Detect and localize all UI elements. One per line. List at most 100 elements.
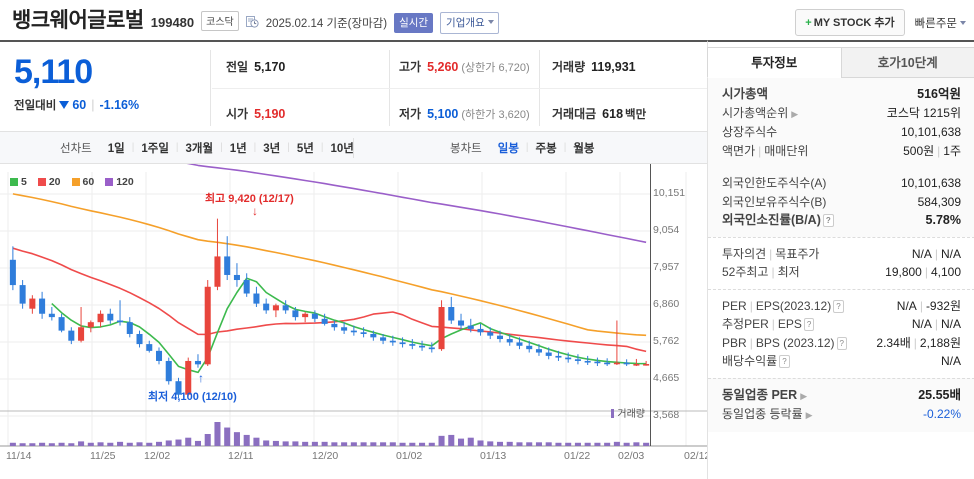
info-row-value: N/A | -932원 (897, 297, 961, 316)
price-change-label: 전일대비 (14, 100, 57, 112)
info-row-value: 코스닥 1215위 (887, 104, 961, 123)
help-icon[interactable]: ? (779, 355, 790, 368)
clock-icon (245, 15, 259, 33)
volume-label: 거래량 (611, 405, 645, 420)
tab-label: 호가10단계 (877, 56, 938, 70)
info-row-key-part: EPS (777, 317, 802, 331)
info-row-key: 투자의견 | 목표주가 (722, 245, 819, 264)
info-row-key-part: 동일업종 등락률 (722, 407, 803, 421)
stock-code: 199480 (150, 15, 195, 30)
candlestick-chart-canvas[interactable] (0, 132, 707, 479)
info-row-value: N/A | N/A (912, 245, 961, 264)
stat-volume: 거래량 119,931 (552, 60, 636, 74)
candle-chart-controls: 봉차트 일봉 | 주봉 | 월봉 (450, 132, 601, 163)
tab-order-book[interactable]: 호가10단계 (840, 47, 974, 78)
ma-color-swatch (105, 178, 114, 186)
company-overview-dropdown[interactable]: 기업개요 (440, 12, 499, 34)
info-row-key-part: 배당수익률 (722, 354, 778, 368)
info-row-key: 액면가 | 매매단위 (722, 142, 808, 161)
info-row: 추정PER | EPS? N/A | N/A (722, 315, 961, 334)
info-row[interactable]: 동일업종 등락률 ▶ -0.22% (722, 405, 961, 425)
info-row-key: 상장주식수 (722, 123, 777, 142)
help-icon[interactable]: ? (803, 318, 815, 331)
candle-period-option-2[interactable]: 월봉 (573, 142, 595, 155)
info-row-key: 외국인보유주식수(B) (722, 193, 826, 212)
divider: | (320, 142, 324, 153)
info-row: 투자의견 | 목표주가 N/A | N/A (722, 245, 961, 264)
quote-datetime: 2025.02.14 기준(장마감) (265, 18, 388, 30)
info-row-value: 25.55배 (918, 386, 961, 405)
divider: | (758, 143, 762, 158)
info-row: 외국인보유주식수(B) 584,309 (722, 193, 961, 212)
info-row[interactable]: 시가총액순위 ▶ 코스닥 1215위 (722, 104, 961, 124)
line-period-option-5[interactable]: 5년 (296, 142, 314, 155)
info-row-value: N/A | N/A (912, 315, 961, 334)
divider: | (220, 142, 223, 153)
y-axis-tick: 6,860 (653, 297, 680, 310)
info-row-value-part: N/A (940, 317, 961, 331)
info-row-value-part: 코스닥 1215위 (886, 105, 961, 120)
info-row-key-part: 매매단위 (764, 143, 809, 158)
chevron-down-icon (487, 20, 494, 24)
line-period-option-1[interactable]: 1주일 (141, 142, 169, 155)
plus-icon: + (805, 17, 812, 29)
x-axis-tick: 12/20 (312, 450, 339, 462)
info-row-value: 19,800 | 4,100 (885, 263, 961, 282)
info-row-value: N/A (941, 352, 961, 371)
volume-color-swatch (611, 409, 615, 418)
info-row-key-part: 추정PER (722, 317, 769, 331)
price-chart[interactable]: 5 20 60 120 10,151 9,054 7,957 6,860 5,762 4,665… (0, 132, 710, 479)
realtime-badge[interactable]: 실시간 (394, 13, 434, 33)
moving-average-legend: 5 20 60 120 (10, 176, 134, 188)
divider: | (934, 246, 938, 261)
info-row-key: 배당수익률? (722, 352, 790, 371)
candle-period-option-0[interactable]: 일봉 (497, 142, 519, 155)
add-mystock-label: MY STOCK 추가 (813, 17, 895, 29)
investment-info-panel: 투자정보 호가10단계 시가총액 516억원 시가총액순위 ▶ 코스닥 1215위 상장주식… (707, 40, 974, 479)
help-icon[interactable]: ? (822, 214, 834, 227)
info-row-key-part: 액면가 (722, 143, 756, 158)
info-row-value-part: N/A (940, 246, 961, 261)
x-axis-tick: 01/13 (480, 450, 507, 462)
info-row[interactable]: 동일업종 PER ▶ 25.55배 (722, 386, 961, 406)
current-price-block: 5,110 전일대비 60 | -1.16% (14, 52, 210, 113)
quick-order-label: 빠른주문 (914, 17, 957, 30)
line-period-option-6[interactable]: 10년 (330, 142, 354, 155)
info-row-value-part: N/A (896, 298, 917, 313)
line-period-option-0[interactable]: 1일 (107, 142, 125, 155)
arrow-down-icon: ↓ (252, 204, 258, 218)
help-icon[interactable]: ? (836, 336, 847, 350)
quick-order-dropdown[interactable]: 빠른주문 (915, 15, 966, 31)
divider: | (91, 98, 95, 112)
arrow-up-icon: ↑ (198, 371, 204, 385)
divider: | (749, 335, 753, 350)
info-row-value: 5.78% (926, 211, 961, 230)
ma-legend-item-120: 120 (105, 176, 134, 188)
line-period-option-2[interactable]: 3개월 (185, 142, 214, 155)
x-axis-tick: 12/02 (144, 450, 171, 462)
info-row-value: 10,101,638 (901, 123, 961, 142)
current-price: 5,110 (14, 53, 93, 91)
info-row: PBR | BPS (2023.12)? 2.34배 | 2,188원 (722, 334, 961, 353)
add-mystock-button[interactable]: + MY STOCK 추가 (795, 9, 905, 36)
info-row: 외국인한도주식수(A) 10,101,638 (722, 174, 961, 193)
tab-investment-info[interactable]: 투자정보 (707, 47, 842, 78)
info-row-key: 외국인소진률(B/A)? (722, 211, 834, 230)
y-axis-tick: 9,054 (653, 223, 680, 236)
divider: | (913, 335, 917, 350)
info-row-value-part: N/A (940, 354, 961, 368)
stat-trade-value: 거래대금 618 백만 (552, 107, 647, 121)
low-annotation: 최저 4,100 (12/10) (148, 391, 237, 403)
info-row-value-part: N/A (911, 246, 932, 261)
line-period-option-3[interactable]: 1년 (229, 142, 247, 155)
candle-period-option-1[interactable]: 주봉 (535, 142, 557, 155)
info-row-key-part: 동일업종 PER (722, 387, 798, 402)
divider (212, 88, 707, 89)
divider (353, 138, 354, 158)
line-period-option-4[interactable]: 3년 (263, 142, 281, 155)
help-icon[interactable]: ? (833, 299, 844, 313)
industry-comparison-group: 동일업종 PER ▶ 25.55배 동일업종 등락률 ▶ -0.22% (708, 377, 974, 432)
x-axis-tick: 01/22 (564, 450, 591, 462)
tab-label: 투자정보 (751, 56, 798, 70)
x-axis-tick: 11/25 (90, 450, 116, 462)
